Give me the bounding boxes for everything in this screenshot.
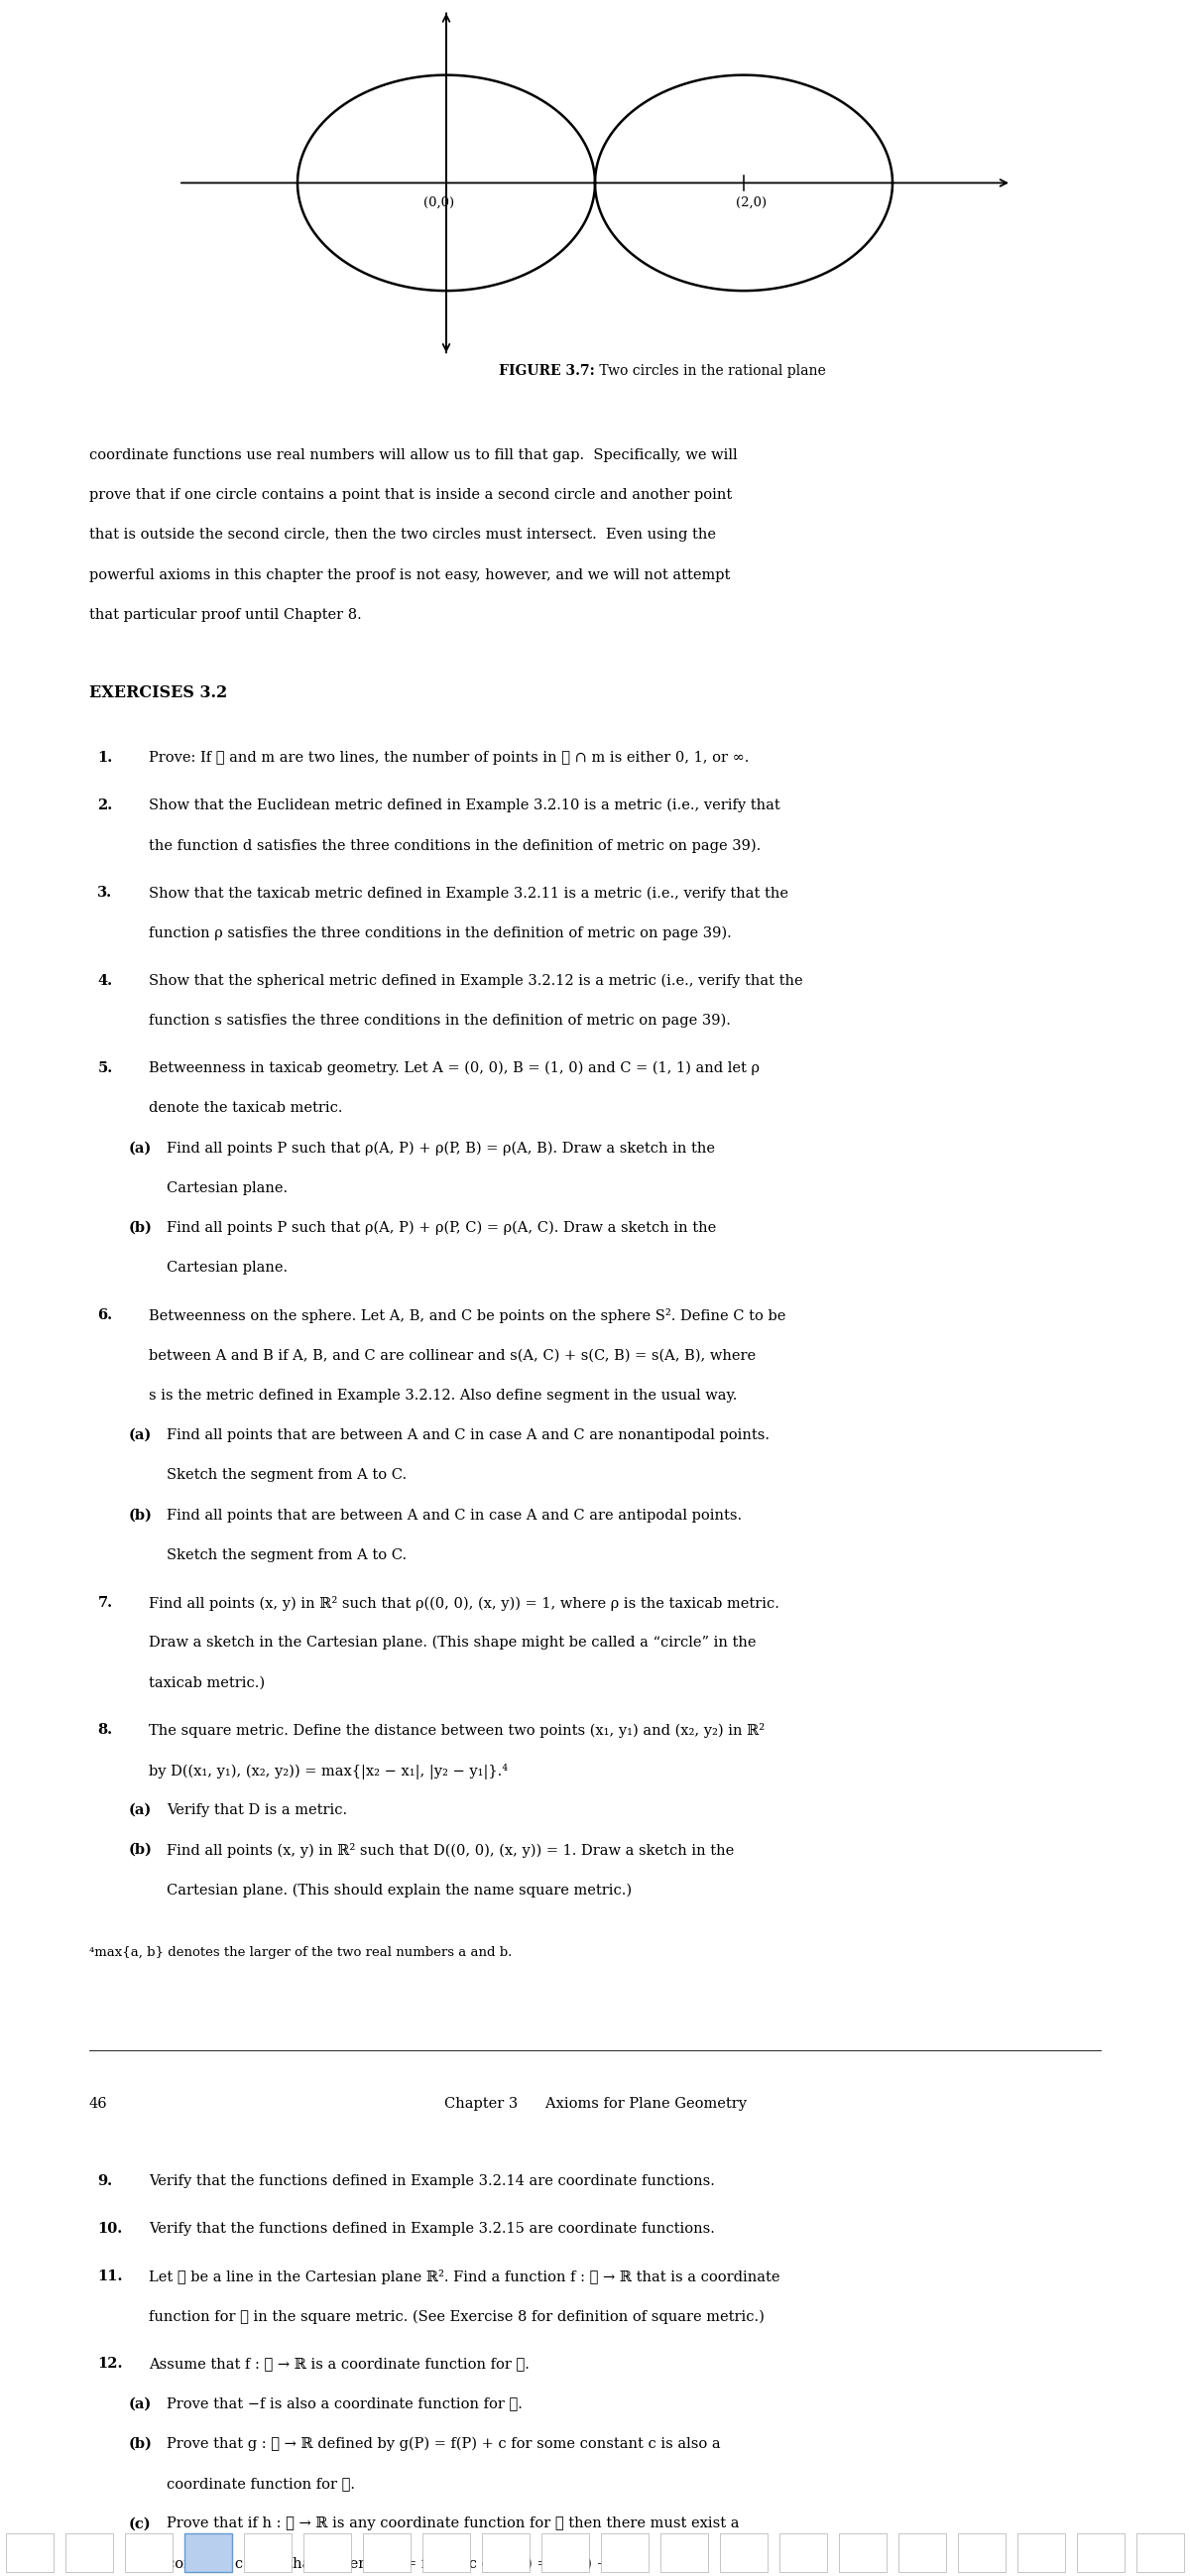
Text: Find all points that are between A and C in case A and C are nonantipodal points: Find all points that are between A and C… <box>167 1427 770 1443</box>
Text: (0,0): (0,0) <box>424 196 455 209</box>
Text: Betweenness on the sphere. Let A, B, and C be points on the sphere S². Define C : Betweenness on the sphere. Let A, B, and… <box>149 1309 785 1324</box>
Bar <box>244 2532 292 2573</box>
Text: s is the metric defined in Example 3.2.12. Also define segment in the usual way.: s is the metric defined in Example 3.2.1… <box>149 1388 737 1401</box>
Text: 12.: 12. <box>98 2357 123 2370</box>
Text: 5.: 5. <box>98 1061 113 1074</box>
Text: taxicab metric.): taxicab metric.) <box>149 1674 265 1690</box>
Text: (a): (a) <box>129 2396 151 2411</box>
Text: 46: 46 <box>89 2097 108 2110</box>
Text: by D((x₁, y₁), (x₂, y₂)) = max{|x₂ − x₁|, |y₂ − y₁|}.⁴: by D((x₁, y₁), (x₂, y₂)) = max{|x₂ − x₁|… <box>149 1762 508 1780</box>
Text: Chapter 3      Axioms for Plane Geometry: Chapter 3 Axioms for Plane Geometry <box>444 2097 746 2110</box>
Text: Find all points that are between A and C in case A and C are antipodal points.: Find all points that are between A and C… <box>167 1507 741 1522</box>
Text: (2,0): (2,0) <box>735 196 766 209</box>
Bar <box>184 2532 232 2573</box>
Text: function s satisfies the three conditions in the definition of metric on page 39: function s satisfies the three condition… <box>149 1012 731 1028</box>
Text: Find all points P such that ρ(A, P) + ρ(P, C) = ρ(A, C). Draw a sketch in the: Find all points P such that ρ(A, P) + ρ(… <box>167 1221 716 1236</box>
Text: coordinate function for ℓ.: coordinate function for ℓ. <box>167 2476 355 2491</box>
Text: that particular proof until Chapter 8.: that particular proof until Chapter 8. <box>89 608 362 621</box>
Text: Cartesian plane. (This should explain the name square metric.): Cartesian plane. (This should explain th… <box>167 1883 632 1899</box>
Bar <box>65 2532 113 2573</box>
Text: (b): (b) <box>129 1507 152 1522</box>
Bar <box>541 2532 589 2573</box>
Text: 10.: 10. <box>98 2221 123 2236</box>
Text: Sketch the segment from A to C.: Sketch the segment from A to C. <box>167 1468 407 1481</box>
Text: The square metric. Define the distance between two points (x₁, y₁) and (x₂, y₂) : The square metric. Define the distance b… <box>149 1723 765 1739</box>
Text: (a): (a) <box>129 1803 151 1816</box>
Text: 2.: 2. <box>98 799 113 811</box>
Text: Find all points P such that ρ(A, P) + ρ(P, B) = ρ(A, B). Draw a sketch in the: Find all points P such that ρ(A, P) + ρ(… <box>167 1141 715 1157</box>
Text: 3.: 3. <box>98 886 113 899</box>
Text: denote the taxicab metric.: denote the taxicab metric. <box>149 1100 343 1115</box>
Text: FIGURE 3.7:: FIGURE 3.7: <box>499 363 595 379</box>
Text: Show that the Euclidean metric defined in Example 3.2.10 is a metric (i.e., veri: Show that the Euclidean metric defined i… <box>149 799 781 814</box>
Text: between A and B if A, B, and C are collinear and s(A, C) + s(C, B) = s(A, B), wh: between A and B if A, B, and C are colli… <box>149 1347 756 1363</box>
Text: (a): (a) <box>129 1141 151 1154</box>
Bar <box>779 2532 827 2573</box>
Text: function for ℓ in the square metric. (See Exercise 8 for definition of square me: function for ℓ in the square metric. (Se… <box>149 2308 764 2324</box>
Bar <box>363 2532 411 2573</box>
Bar <box>839 2532 887 2573</box>
Text: 8.: 8. <box>98 1723 113 1736</box>
Text: Show that the taxicab metric defined in Example 3.2.11 is a metric (i.e., verify: Show that the taxicab metric defined in … <box>149 886 789 902</box>
Bar <box>422 2532 470 2573</box>
Text: (b): (b) <box>129 1221 152 1234</box>
Text: Sketch the segment from A to C.: Sketch the segment from A to C. <box>167 1548 407 1561</box>
Text: (b): (b) <box>129 2437 152 2450</box>
Text: Find all points (x, y) in ℝ² such that D((0, 0), (x, y)) = 1. Draw a sketch in t: Find all points (x, y) in ℝ² such that D… <box>167 1842 734 1857</box>
Text: Assume that f : ℓ → ℝ is a coordinate function for ℓ.: Assume that f : ℓ → ℝ is a coordinate fu… <box>149 2357 530 2370</box>
Text: Verify that D is a metric.: Verify that D is a metric. <box>167 1803 347 1816</box>
Text: Verify that the functions defined in Example 3.2.15 are coordinate functions.: Verify that the functions defined in Exa… <box>149 2221 715 2236</box>
Text: 7.: 7. <box>98 1595 113 1610</box>
Text: Prove that g : ℓ → ℝ defined by g(P) = f(P) + c for some constant c is also a: Prove that g : ℓ → ℝ defined by g(P) = f… <box>167 2437 721 2452</box>
Text: 1.: 1. <box>98 750 113 765</box>
Bar <box>1017 2532 1065 2573</box>
Text: Two circles in the rational plane: Two circles in the rational plane <box>595 363 826 379</box>
Text: function ρ satisfies the three conditions in the definition of metric on page 39: function ρ satisfies the three condition… <box>149 925 732 940</box>
Text: Betweenness in taxicab geometry. Let A = (0, 0), B = (1, 0) and C = (1, 1) and l: Betweenness in taxicab geometry. Let A =… <box>149 1061 759 1077</box>
Text: Show that the spherical metric defined in Example 3.2.12 is a metric (i.e., veri: Show that the spherical metric defined i… <box>149 974 803 989</box>
Text: Prove that if h : ℓ → ℝ is any coordinate function for ℓ then there must exist a: Prove that if h : ℓ → ℝ is any coordinat… <box>167 2517 739 2530</box>
Text: ⁴max{a, b} denotes the larger of the two real numbers a and b.: ⁴max{a, b} denotes the larger of the two… <box>89 1945 512 1960</box>
Text: 6.: 6. <box>98 1309 113 1321</box>
Text: Prove: If ℓ and m are two lines, the number of points in ℓ ∩ m is either 0, 1, o: Prove: If ℓ and m are two lines, the num… <box>149 750 749 765</box>
Bar <box>898 2532 946 2573</box>
Text: Cartesian plane.: Cartesian plane. <box>167 1260 288 1275</box>
Text: the function d satisfies the three conditions in the definition of metric on pag: the function d satisfies the three condi… <box>149 837 760 853</box>
Text: (a): (a) <box>129 1427 151 1443</box>
Text: Find all points (x, y) in ℝ² such that ρ((0, 0), (x, y)) = 1, where ρ is the tax: Find all points (x, y) in ℝ² such that ρ… <box>149 1595 779 1610</box>
Text: (c): (c) <box>129 2517 151 2530</box>
Text: that is outside the second circle, then the two circles must intersect.  Even us: that is outside the second circle, then … <box>89 528 716 541</box>
Bar <box>482 2532 530 2573</box>
Bar <box>601 2532 649 2573</box>
Bar <box>6 2532 54 2573</box>
Text: 4.: 4. <box>98 974 113 987</box>
Bar <box>1136 2532 1184 2573</box>
Text: Cartesian plane.: Cartesian plane. <box>167 1180 288 1195</box>
Bar <box>1077 2532 1125 2573</box>
Text: (b): (b) <box>129 1842 152 1857</box>
Text: constant c such that either h(P) = f(P) + c or h(P) = −f(P) + c.: constant c such that either h(P) = f(P) … <box>167 2555 626 2571</box>
Text: 9.: 9. <box>98 2174 113 2187</box>
Text: prove that if one circle contains a point that is inside a second circle and ano: prove that if one circle contains a poin… <box>89 489 732 502</box>
Bar <box>660 2532 708 2573</box>
Text: coordinate functions use real numbers will allow us to fill that gap.  Specifica: coordinate functions use real numbers wi… <box>89 448 738 461</box>
Text: Verify that the functions defined in Example 3.2.14 are coordinate functions.: Verify that the functions defined in Exa… <box>149 2174 715 2187</box>
Text: powerful axioms in this chapter the proof is not easy, however, and we will not : powerful axioms in this chapter the proo… <box>89 567 731 582</box>
Text: Draw a sketch in the Cartesian plane. (This shape might be called a “circle” in : Draw a sketch in the Cartesian plane. (T… <box>149 1636 756 1651</box>
Text: Let ℓ be a line in the Cartesian plane ℝ². Find a function f : ℓ → ℝ that is a c: Let ℓ be a line in the Cartesian plane ℝ… <box>149 2269 779 2285</box>
Text: Prove that −f is also a coordinate function for ℓ.: Prove that −f is also a coordinate funct… <box>167 2396 522 2411</box>
Bar <box>958 2532 1006 2573</box>
Bar <box>720 2532 768 2573</box>
Text: EXERCISES 3.2: EXERCISES 3.2 <box>89 683 227 701</box>
Bar <box>303 2532 351 2573</box>
Bar <box>125 2532 173 2573</box>
Text: 11.: 11. <box>98 2269 123 2282</box>
